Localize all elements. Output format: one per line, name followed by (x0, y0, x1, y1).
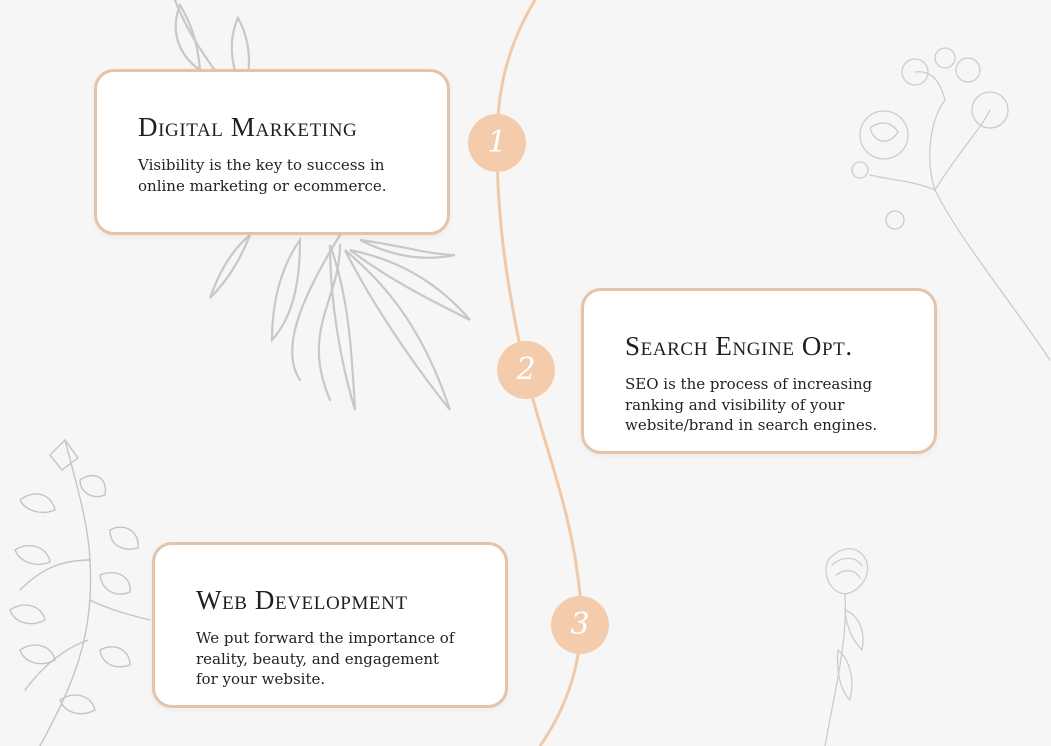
step-description: SEO is the process of increasing ranking… (625, 375, 878, 434)
step-number-badge-1: 1 (468, 114, 526, 172)
step-card-3: Web Development We put forward the impor… (152, 542, 508, 708)
step-description: We put forward the importance of reality… (196, 629, 455, 688)
step-title: Web Development (196, 585, 408, 615)
step-title: Search Engine Opt. (625, 331, 853, 361)
rose-sketch-icon (851, 47, 1051, 361)
step-title: Digital Marketing (138, 112, 358, 142)
step-description: Visibility is the key to success in onli… (138, 156, 387, 195)
carnation-sketch-icon (824, 548, 869, 746)
step-number: 1 (487, 125, 507, 160)
step-number: 2 (516, 352, 536, 387)
branch-sketch-icon (9, 438, 151, 746)
step-card-1: Digital Marketing Visibility is the key … (94, 69, 450, 235)
step-number: 3 (570, 607, 590, 642)
step-number-badge-3: 3 (551, 596, 609, 654)
step-number-badge-2: 2 (497, 341, 555, 399)
leaf-sketch-icon (173, 0, 471, 411)
step-card-2: Search Engine Opt. SEO is the process of… (581, 288, 937, 454)
